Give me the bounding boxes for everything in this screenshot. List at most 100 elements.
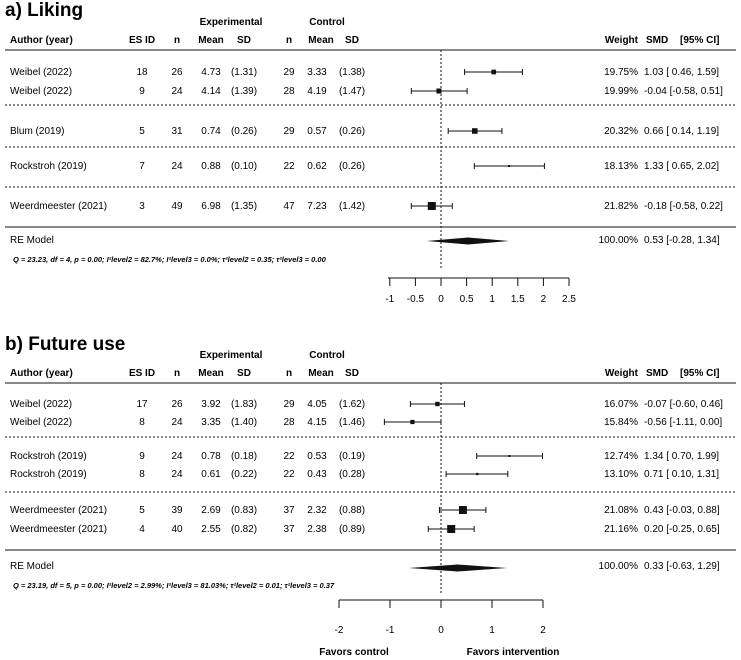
study-mean-ctrl: 4.19 xyxy=(307,86,327,97)
study-es-id: 17 xyxy=(136,399,148,410)
col-header-sd-ctrl: SD xyxy=(345,35,359,46)
point-estimate-square xyxy=(476,472,479,476)
study-mean-ctrl: 2.38 xyxy=(307,524,327,535)
x-tick-label: -1 xyxy=(385,294,394,305)
study-es-id: 8 xyxy=(139,469,145,480)
study-n-exp: 26 xyxy=(171,399,183,410)
study-weight: 21.16% xyxy=(604,524,638,535)
x-tick-label: 0 xyxy=(438,294,444,305)
model-label: RE Model xyxy=(10,235,54,246)
study-es-id: 5 xyxy=(139,126,145,137)
point-estimate-square xyxy=(508,165,511,167)
study-weight: 18.13% xyxy=(604,161,638,172)
study-mean-exp: 0.88 xyxy=(201,161,221,172)
study-smd-ci: 0.20 [-0.25, 0.65] xyxy=(644,524,720,535)
point-estimate-square xyxy=(435,401,440,407)
study-row: Weibel (2022) 17 26 3.92 (1.83) 29 4.05 (1.62) 1… xyxy=(10,399,723,410)
col-header-smd: SMD xyxy=(646,368,668,379)
study-mean-ctrl: 0.43 xyxy=(307,469,327,480)
col-header-n-exp: n xyxy=(174,35,180,46)
study-author: Rockstroh (2019) xyxy=(10,469,87,480)
col-header-sd-exp: SD xyxy=(237,35,251,46)
study-sd-ctrl: (0.89) xyxy=(339,524,365,535)
x-tick-label: -0.5 xyxy=(407,294,425,305)
point-estimate-square xyxy=(427,202,436,210)
col-header-mean-ctrl: Mean xyxy=(308,368,334,379)
point-estimate-square xyxy=(508,455,511,457)
study-n-ctrl: 22 xyxy=(283,161,295,172)
study-smd-ci: 1.33 [ 0.65, 2.02] xyxy=(644,161,719,172)
study-author: Rockstroh (2019) xyxy=(10,451,87,462)
col-header-sd-exp: SD xyxy=(237,368,251,379)
study-sd-exp: (0.22) xyxy=(231,469,257,480)
favors-control-label: Favors control xyxy=(319,647,389,658)
study-n-exp: 24 xyxy=(171,417,183,428)
study-sd-exp: (0.26) xyxy=(231,126,257,137)
panel-title: a) Liking xyxy=(5,0,83,21)
study-n-ctrl: 22 xyxy=(283,469,295,480)
col-header-n-ctrl: n xyxy=(286,35,292,46)
study-mean-ctrl: 4.05 xyxy=(307,399,327,410)
study-sd-ctrl: (0.19) xyxy=(339,451,365,462)
study-mean-exp: 0.61 xyxy=(201,469,221,480)
study-sd-exp: (1.31) xyxy=(231,67,257,78)
study-n-exp: 39 xyxy=(171,505,183,516)
x-tick-label: 1 xyxy=(489,625,495,636)
study-mean-ctrl: 0.62 xyxy=(307,161,327,172)
study-smd-ci: 0.71 [ 0.10, 1.31] xyxy=(644,469,719,480)
study-n-exp: 24 xyxy=(171,161,183,172)
study-sd-ctrl: (1.62) xyxy=(339,399,365,410)
model-weight: 100.00% xyxy=(599,235,639,246)
col-header-ci: [95% CI] xyxy=(680,368,719,379)
col-header-n-ctrl: n xyxy=(286,368,292,379)
study-sd-exp: (0.10) xyxy=(231,161,257,172)
study-author: Weibel (2022) xyxy=(10,399,72,410)
x-tick-label: -2 xyxy=(335,625,344,636)
study-mean-exp: 4.73 xyxy=(201,67,221,78)
study-es-id: 8 xyxy=(139,417,145,428)
study-es-id: 7 xyxy=(139,161,145,172)
study-smd-ci: 0.43 [-0.03, 0.88] xyxy=(644,505,720,516)
favors-intervention-label: Favors intervention xyxy=(467,647,560,658)
study-weight: 13.10% xyxy=(604,469,638,480)
heterogeneity-stats: Q = 23.19, df = 5, p = 0.00; I²level2 = … xyxy=(13,581,335,590)
col-header-author: Author (year) xyxy=(10,368,73,379)
model-smd-ci: 0.33 [-0.63, 1.29] xyxy=(644,561,720,572)
study-smd-ci: -0.04 [-0.58, 0.51] xyxy=(644,86,723,97)
study-es-id: 5 xyxy=(139,505,145,516)
study-sd-exp: (1.40) xyxy=(231,417,257,428)
control-group-header: Control xyxy=(309,350,345,361)
study-sd-ctrl: (1.42) xyxy=(339,201,365,212)
study-mean-exp: 0.74 xyxy=(201,126,221,137)
study-n-ctrl: 28 xyxy=(283,86,295,97)
study-author: Weerdmeester (2021) xyxy=(10,524,107,535)
study-n-exp: 31 xyxy=(171,126,183,137)
forest-panel-future-use: b) Future use Experimental Control Author (… xyxy=(5,334,736,658)
study-mean-exp: 0.78 xyxy=(201,451,221,462)
study-es-id: 18 xyxy=(136,67,148,78)
point-estimate-square xyxy=(410,419,415,425)
col-header-mean-exp: Mean xyxy=(198,35,224,46)
study-row: Weerdmeester (2021) 5 39 2.69 (0.83) 37 2.32 (0… xyxy=(10,505,720,516)
study-n-ctrl: 37 xyxy=(283,505,295,516)
study-mean-exp: 2.69 xyxy=(201,505,221,516)
study-row: Weibel (2022) 8 24 3.35 (1.40) 28 4.15 (1.46) 15… xyxy=(10,417,722,428)
study-mean-ctrl: 3.33 xyxy=(307,67,327,78)
study-weight: 16.07% xyxy=(604,399,638,410)
x-tick-label: -1 xyxy=(386,625,395,636)
point-estimate-square xyxy=(447,525,456,533)
study-sd-ctrl: (1.38) xyxy=(339,67,365,78)
study-author: Weibel (2022) xyxy=(10,417,72,428)
study-smd-ci: 1.34 [ 0.70, 1.99] xyxy=(644,451,719,462)
experimental-group-header: Experimental xyxy=(200,350,263,361)
study-weight: 21.08% xyxy=(604,505,638,516)
summary-diamond xyxy=(426,237,510,245)
study-n-exp: 24 xyxy=(171,451,183,462)
study-n-exp: 26 xyxy=(171,67,183,78)
study-mean-exp: 4.14 xyxy=(201,86,221,97)
study-author: Weibel (2022) xyxy=(10,67,72,78)
study-smd-ci: -0.56 [-1.11, 0.00] xyxy=(644,417,722,428)
study-smd-ci: 1.03 [ 0.46, 1.59] xyxy=(644,67,719,78)
study-mean-ctrl: 0.53 xyxy=(307,451,327,462)
study-smd-ci: -0.18 [-0.58, 0.22] xyxy=(644,201,723,212)
